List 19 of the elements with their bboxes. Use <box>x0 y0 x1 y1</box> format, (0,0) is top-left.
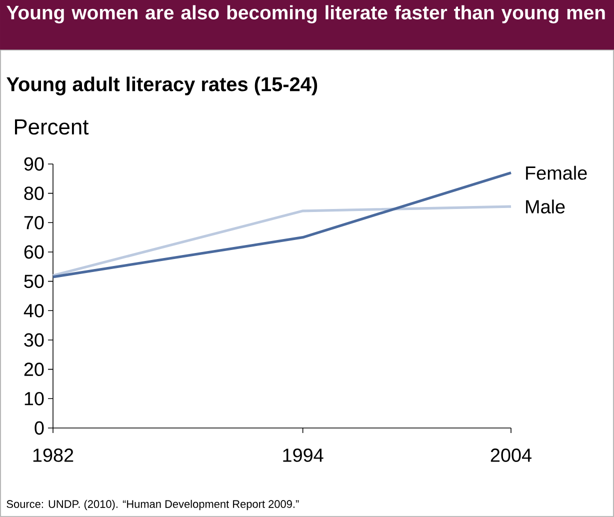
chart-title: Young women are also becoming literate faster than young men <box>6 5 605 24</box>
y-tick-label: 0 <box>34 421 44 435</box>
y-axis-title: Percent <box>15 119 89 135</box>
x-tick-label: 1982 <box>33 448 74 462</box>
y-tick-label: 80 <box>24 186 44 200</box>
x-tick-label: 2004 <box>490 448 532 462</box>
series-label: Female <box>526 166 587 180</box>
y-tick-label: 30 <box>24 333 44 347</box>
y-tick-label: 60 <box>24 245 44 259</box>
y-tick-label: 90 <box>24 157 44 171</box>
y-tick-label: 40 <box>24 304 44 318</box>
x-tick-label: 1994 <box>283 448 324 462</box>
y-tick-label: 50 <box>24 274 44 288</box>
chart-subtitle: Young adult literacy rates (15-24) <box>6 76 318 96</box>
source-note: Source: UNDP. (2010). “Human Development Report 2009.” <box>6 500 299 510</box>
y-tick-label: 10 <box>24 392 44 406</box>
series-label: Male <box>526 200 565 214</box>
y-tick-label: 20 <box>24 362 44 376</box>
y-tick-label: 70 <box>24 216 44 230</box>
